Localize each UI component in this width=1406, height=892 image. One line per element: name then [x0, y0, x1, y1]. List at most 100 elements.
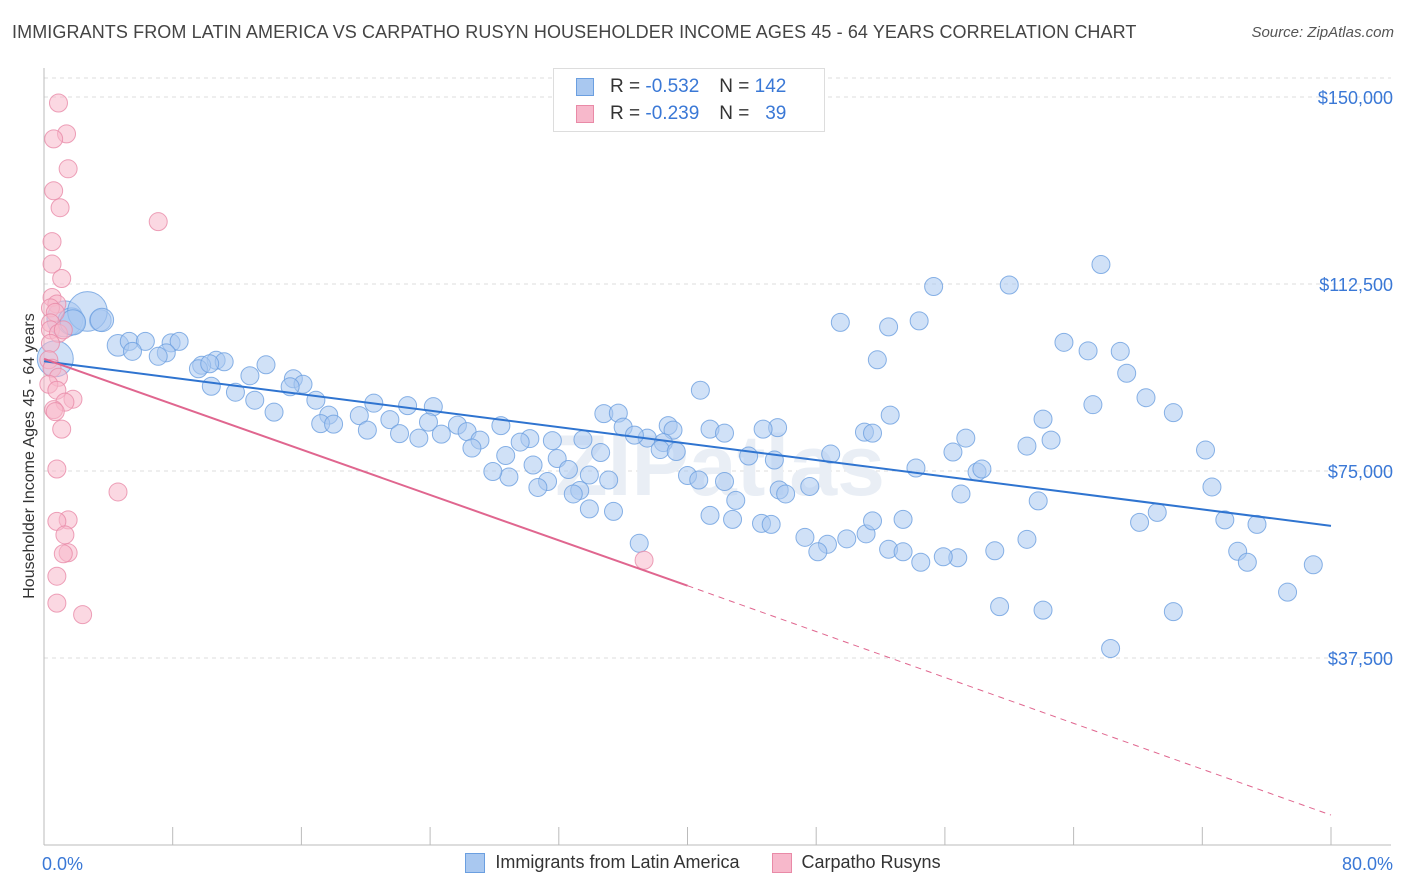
point-immigrants [761, 514, 781, 534]
legend-r-label: R = [610, 76, 641, 97]
x-tick-label: 80.0% [1342, 854, 1393, 874]
point-immigrants [1247, 514, 1267, 534]
point-immigrants [563, 484, 583, 504]
point-carpatho-rusyns [55, 525, 75, 545]
point-immigrants [240, 366, 260, 386]
point-carpatho-rusyns [47, 566, 67, 586]
point-immigrants [689, 470, 709, 490]
point-immigrants [1054, 332, 1074, 352]
point-carpatho-rusyns [44, 181, 64, 201]
point-immigrants [264, 402, 284, 422]
point-carpatho-rusyns [42, 254, 62, 274]
legend-n-value: 142 [754, 76, 787, 97]
point-immigrants [909, 311, 929, 331]
point-immigrants [135, 331, 155, 351]
point-immigrants [1101, 639, 1121, 659]
point-immigrants [1130, 512, 1150, 532]
point-immigrants [1136, 388, 1156, 408]
point-immigrants [1163, 403, 1183, 423]
point-immigrants [985, 541, 1005, 561]
point-immigrants [1041, 430, 1061, 450]
point-immigrants [800, 476, 820, 496]
y-tick-label: $37,500 [1328, 649, 1393, 669]
point-immigrants [599, 470, 619, 490]
point-carpatho-rusyns [50, 198, 70, 218]
legend-n-label: N = [719, 103, 750, 124]
point-immigrants [200, 354, 220, 374]
point-immigrants [837, 529, 857, 549]
point-immigrants [528, 477, 548, 497]
point-immigrants [1033, 409, 1053, 429]
correlation-legend: R = -0.532 N = 142 R = -0.239 N = 39 [553, 68, 825, 132]
point-carpatho-rusyns [53, 544, 73, 564]
legend-item-immigrants[interactable]: Immigrants from Latin America [465, 852, 740, 873]
axes [43, 68, 1391, 846]
point-immigrants [148, 346, 168, 366]
point-immigrants [867, 350, 887, 370]
point-immigrants [1147, 502, 1167, 522]
x-tick-label: 0.0% [42, 854, 83, 874]
source-label: Source: ZipAtlas.com [1251, 24, 1394, 41]
tick-labels: $37,500 $75,000 $112,500 $150,000 0.0% 80.0% [42, 88, 1393, 874]
point-immigrants [880, 405, 900, 425]
point-immigrants [972, 459, 992, 479]
point-immigrants [893, 542, 913, 562]
point-immigrants [1278, 582, 1298, 602]
point-immigrants [349, 406, 369, 426]
point-immigrants [1028, 491, 1048, 511]
point-immigrants [579, 465, 599, 485]
point-immigrants [603, 501, 623, 521]
point-immigrants [324, 414, 344, 434]
point-immigrants [1117, 363, 1137, 383]
legend-r-label: R = [610, 103, 641, 124]
point-immigrants [409, 428, 429, 448]
point-immigrants [666, 442, 686, 462]
point-immigrants [1202, 477, 1222, 497]
point-carpatho-rusyns [73, 605, 93, 625]
legend-n-label: N = [719, 76, 750, 97]
point-immigrants [89, 307, 115, 333]
point-immigrants [225, 382, 245, 402]
legend-row-blue: R = -0.532 N = 142 [576, 75, 786, 99]
legend-item-carpatho-rusyns[interactable]: Carpatho Rusyns [771, 852, 941, 873]
point-carpatho-rusyns [45, 402, 65, 422]
point-immigrants [499, 467, 519, 487]
point-immigrants [591, 443, 611, 463]
legend-n-value: 39 [765, 103, 787, 124]
point-carpatho-rusyns [108, 482, 128, 502]
legend-row-pink: R = -0.239 N = 39 [576, 102, 786, 126]
legend-label-carpatho-rusyns: Carpatho Rusyns [801, 852, 941, 872]
point-carpatho-rusyns [634, 550, 654, 570]
point-carpatho-rusyns [148, 212, 168, 232]
point-immigrants [1033, 600, 1053, 620]
point-immigrants [956, 428, 976, 448]
point-carpatho-rusyns [47, 593, 67, 613]
point-immigrants [573, 430, 593, 450]
legend-swatch-carpatho-rusyns [771, 852, 792, 873]
point-immigrants [924, 276, 944, 296]
point-immigrants [1083, 395, 1103, 415]
point-immigrants [122, 341, 142, 361]
point-immigrants [201, 376, 221, 396]
point-immigrants [245, 390, 265, 410]
point-immigrants [999, 275, 1019, 295]
point-carpatho-rusyns [42, 232, 62, 252]
point-immigrants [579, 499, 599, 519]
point-immigrants [753, 419, 773, 439]
point-immigrants [1017, 529, 1037, 549]
point-immigrants [483, 461, 503, 481]
series-legend: Immigrants from Latin America Carpatho R… [0, 852, 1406, 873]
point-immigrants [715, 471, 735, 491]
chart-title: IMMIGRANTS FROM LATIN AMERICA VS CARPATH… [12, 22, 1137, 42]
point-immigrants [1163, 602, 1183, 622]
point-immigrants [1215, 510, 1235, 530]
trend-lines [43, 357, 1332, 816]
legend-swatch-blue [576, 78, 594, 96]
trend-line-carpatho-rusyns-extension [687, 585, 1332, 816]
point-carpatho-rusyns [52, 419, 72, 439]
point-immigrants [542, 431, 562, 451]
trend-line-immigrants [43, 360, 1332, 527]
point-immigrants [700, 505, 720, 525]
point-carpatho-rusyns [58, 159, 78, 179]
point-immigrants [911, 552, 931, 572]
